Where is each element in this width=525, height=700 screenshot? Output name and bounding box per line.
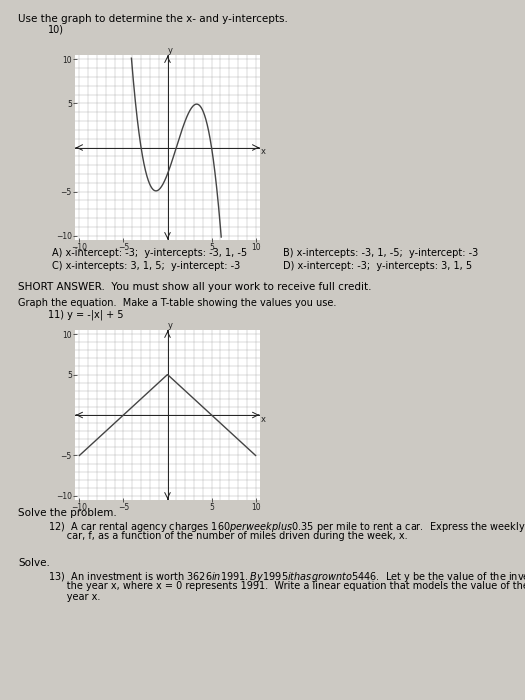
Text: x: x [261,414,266,424]
Text: the year x, where x = 0 represents 1991.  Write a linear equation that models th: the year x, where x = 0 represents 1991.… [48,581,525,591]
Text: y: y [167,321,173,330]
Text: car, f, as a function of the number of miles driven during the week, x.: car, f, as a function of the number of m… [48,531,407,541]
Text: Solve.: Solve. [18,558,50,568]
Text: D) x-intercept: -3;  y-intercepts: 3, 1, 5: D) x-intercept: -3; y-intercepts: 3, 1, … [283,261,472,271]
Text: 13)  An investment is worth $3626 in 1991.  By 1995 it has grown to $5446.  Let : 13) An investment is worth $3626 in 1991… [48,570,525,584]
Text: y: y [167,46,173,55]
Text: Solve the problem.: Solve the problem. [18,508,117,518]
Text: Graph the equation.  Make a T-table showing the values you use.: Graph the equation. Make a T-table showi… [18,298,337,308]
Text: A) x-intercept: -3;  y-intercepts: -3, 1, -5: A) x-intercept: -3; y-intercepts: -3, 1,… [52,248,247,258]
Text: Use the graph to determine the x- and y-intercepts.: Use the graph to determine the x- and y-… [18,14,288,24]
Text: year x.: year x. [48,592,100,602]
Text: 11) y = -|x| + 5: 11) y = -|x| + 5 [48,310,123,321]
Text: 12)  A car rental agency charges $160 per week plus $0.35 per mile to rent a car: 12) A car rental agency charges $160 per… [48,520,525,534]
Text: SHORT ANSWER.  You must show all your work to receive full credit.: SHORT ANSWER. You must show all your wor… [18,282,372,292]
Text: B) x-intercepts: -3, 1, -5;  y-intercept: -3: B) x-intercepts: -3, 1, -5; y-intercept:… [283,248,478,258]
Text: x: x [261,148,266,156]
Text: 10): 10) [48,25,64,35]
Text: C) x-intercepts: 3, 1, 5;  y-intercept: -3: C) x-intercepts: 3, 1, 5; y-intercept: -… [52,261,240,271]
